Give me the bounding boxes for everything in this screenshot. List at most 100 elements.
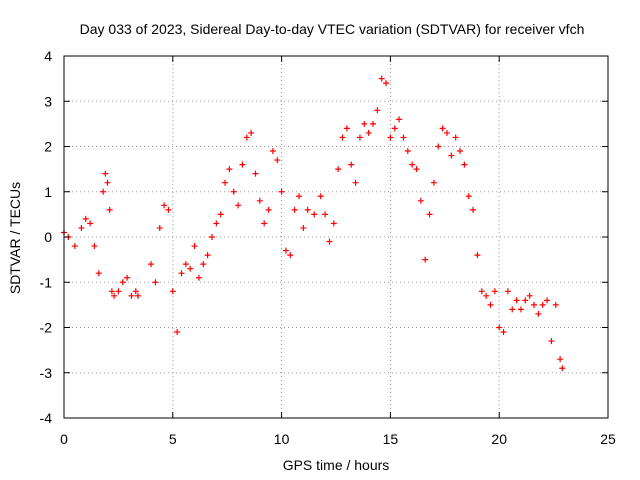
data-point [404, 148, 411, 155]
data-point [478, 288, 485, 295]
data-point [132, 288, 139, 295]
data-point [457, 148, 464, 155]
data-point [526, 292, 533, 299]
y-tick-label: 4 [44, 48, 52, 64]
data-point [400, 134, 407, 141]
data-point [396, 116, 403, 123]
data-point [102, 170, 109, 177]
data-point [187, 265, 194, 272]
data-point [178, 270, 185, 277]
y-tick-label: 3 [44, 93, 52, 109]
data-point [169, 288, 176, 295]
data-point [335, 166, 342, 173]
grid-lines [64, 56, 608, 418]
data-point [111, 292, 118, 299]
data-point [95, 270, 102, 277]
data-point [452, 134, 459, 141]
data-point [274, 157, 281, 164]
data-point [339, 134, 346, 141]
data-point [535, 310, 542, 317]
data-point [504, 288, 511, 295]
data-point [365, 129, 372, 136]
data-point [317, 193, 324, 200]
data-point [82, 215, 89, 222]
data-point [304, 206, 311, 213]
data-point [356, 134, 363, 141]
data-point [278, 188, 285, 195]
data-point [369, 120, 376, 127]
data-point [235, 202, 242, 209]
data-point [387, 134, 394, 141]
data-point [430, 179, 437, 186]
x-tick-label: 25 [600, 431, 616, 447]
data-point [474, 252, 481, 259]
data-point [100, 188, 107, 195]
data-point [148, 261, 155, 268]
data-point [191, 243, 198, 250]
data-point [124, 274, 131, 281]
data-point [465, 193, 472, 200]
data-point [422, 256, 429, 263]
data-point [517, 306, 524, 313]
y-tick-labels: 4 3 2 1 0 -1 -2 -3 -4 [40, 48, 53, 426]
data-point [500, 329, 507, 336]
data-point [115, 288, 122, 295]
data-point [78, 224, 85, 231]
data-point [71, 243, 78, 250]
data-point [269, 148, 276, 155]
data-point [531, 301, 538, 308]
data-point [443, 129, 450, 136]
data-point [470, 206, 477, 213]
data-point [165, 206, 172, 213]
data-point [265, 206, 272, 213]
data-point [461, 161, 468, 168]
data-point [226, 166, 233, 173]
data-point [548, 338, 555, 345]
y-tick-label: -2 [40, 320, 53, 336]
y-tick-label: -3 [40, 365, 53, 381]
data-point [496, 324, 503, 331]
x-tick-label: 15 [383, 431, 399, 447]
data-point [391, 125, 398, 132]
data-point [513, 297, 520, 304]
data-point [413, 166, 420, 173]
data-point [195, 274, 202, 281]
data-point [217, 211, 224, 218]
y-tick-label: 1 [44, 184, 52, 200]
data-point [383, 80, 390, 87]
y-tick-label: -4 [40, 410, 53, 426]
data-point [491, 288, 498, 295]
data-point [539, 301, 546, 308]
data-point [448, 152, 455, 159]
x-tick-label: 10 [274, 431, 290, 447]
data-point [152, 279, 159, 286]
data-point [296, 193, 303, 200]
x-tick-label: 0 [60, 431, 68, 447]
data-point [343, 125, 350, 132]
data-point [248, 129, 255, 136]
chart-title: Day 033 of 2023, Sidereal Day-to-day VTE… [80, 21, 585, 37]
tick-marks [63, 55, 609, 419]
data-point [222, 179, 229, 186]
data-point [417, 197, 424, 204]
x-tick-labels: 0 5 10 15 20 25 [60, 431, 616, 447]
data-point [108, 288, 115, 295]
x-tick-label: 20 [491, 431, 507, 447]
data-point [256, 197, 263, 204]
data-point [91, 243, 98, 250]
x-axis-label: GPS time / hours [283, 457, 390, 473]
y-axis-label: SDTVAR / TECUs [7, 182, 23, 294]
data-point [352, 179, 359, 186]
data-point [291, 206, 298, 213]
data-point [483, 292, 490, 299]
data-point [435, 143, 442, 150]
data-point [552, 301, 559, 308]
data-point [509, 306, 516, 313]
data-point [557, 356, 564, 363]
data-point [287, 252, 294, 259]
y-tick-label: -1 [40, 274, 53, 290]
data-point [208, 234, 215, 240]
data-point [104, 179, 111, 186]
data-point [300, 224, 307, 231]
data-point [106, 206, 113, 213]
